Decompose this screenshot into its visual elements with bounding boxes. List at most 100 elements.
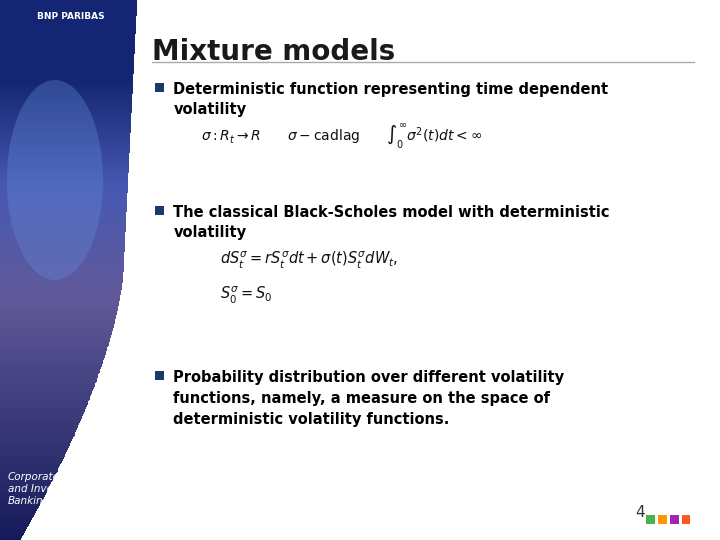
Bar <box>0 0 138 2</box>
Bar <box>0 459 63 461</box>
Bar <box>0 110 132 112</box>
Text: Mixture models: Mixture models <box>152 38 395 66</box>
Bar <box>0 162 129 164</box>
Bar <box>0 383 95 385</box>
Bar <box>0 484 50 486</box>
Bar <box>0 81 133 83</box>
Bar <box>0 272 123 274</box>
Bar <box>0 27 136 29</box>
Bar <box>0 423 79 425</box>
Bar <box>0 414 83 416</box>
Bar <box>0 488 48 490</box>
Bar <box>0 31 135 32</box>
Bar <box>0 16 136 18</box>
Bar <box>0 248 125 250</box>
Bar <box>0 290 122 292</box>
Bar <box>0 474 55 475</box>
Bar <box>0 137 130 139</box>
Text: BNP PARIBAS: BNP PARIBAS <box>37 12 105 21</box>
Bar <box>0 452 66 454</box>
Bar <box>0 468 58 470</box>
Bar <box>0 216 126 218</box>
Bar <box>0 382 96 383</box>
Bar <box>0 198 127 200</box>
Bar <box>0 319 115 320</box>
Bar <box>0 279 123 281</box>
Bar <box>0 312 117 313</box>
Bar <box>0 434 74 436</box>
Bar <box>0 268 124 270</box>
Bar <box>0 227 126 228</box>
Bar <box>0 448 68 450</box>
Bar <box>0 135 130 137</box>
Text: $\sigma : R_t \rightarrow R \qquad \sigma-\mathrm{cadlag} \qquad \int_0^{\infty}: $\sigma : R_t \rightarrow R \qquad \sigm… <box>201 122 482 151</box>
Bar <box>0 491 47 493</box>
Bar <box>0 92 132 93</box>
Bar <box>0 277 123 279</box>
Bar <box>0 288 122 290</box>
Bar <box>0 353 106 355</box>
Bar <box>0 177 128 178</box>
Bar <box>0 252 125 254</box>
Bar <box>0 385 94 387</box>
Bar <box>0 461 62 463</box>
Bar <box>0 38 135 39</box>
Bar <box>0 45 135 47</box>
Ellipse shape <box>7 80 103 280</box>
Bar <box>682 515 690 524</box>
Bar <box>0 207 127 209</box>
Bar <box>0 498 43 501</box>
Bar <box>0 169 129 171</box>
Bar <box>0 331 112 333</box>
Bar <box>0 151 130 153</box>
Bar <box>0 412 84 414</box>
Bar <box>0 421 80 423</box>
Bar <box>0 479 53 481</box>
Bar <box>0 182 128 184</box>
Bar <box>0 309 117 312</box>
Bar <box>0 146 130 147</box>
Bar <box>0 88 132 90</box>
Bar <box>0 66 134 69</box>
Bar <box>0 43 135 45</box>
Bar <box>0 533 24 535</box>
Bar <box>0 140 130 142</box>
Bar <box>0 409 85 410</box>
Bar <box>0 515 34 517</box>
Bar <box>0 425 78 427</box>
Bar <box>0 275 123 277</box>
Bar <box>0 70 134 72</box>
Bar <box>0 225 126 227</box>
Bar <box>0 306 118 308</box>
Bar <box>0 373 99 374</box>
Bar <box>0 173 128 174</box>
Bar <box>0 23 136 25</box>
Bar <box>0 506 39 508</box>
Bar <box>0 524 30 525</box>
Bar <box>0 389 93 390</box>
Bar <box>0 313 117 315</box>
Bar <box>0 99 132 101</box>
Bar <box>0 54 135 56</box>
Bar <box>0 454 66 455</box>
Bar <box>0 339 110 340</box>
Bar <box>0 511 36 513</box>
Bar <box>0 349 107 351</box>
Bar <box>0 270 124 272</box>
Bar <box>0 103 132 104</box>
Bar <box>0 444 70 447</box>
Bar <box>0 504 40 506</box>
Bar <box>0 378 97 380</box>
Bar <box>0 228 125 231</box>
Bar <box>0 9 137 11</box>
Bar <box>0 139 130 140</box>
Bar <box>0 536 22 538</box>
Text: Probability distribution over different volatility
functions, namely, a measure : Probability distribution over different … <box>174 370 564 427</box>
Bar <box>0 180 128 182</box>
Bar <box>155 206 163 214</box>
Text: The classical Black-Scholes model with deterministic
volatility: The classical Black-Scholes model with d… <box>174 205 610 240</box>
Bar <box>0 211 127 212</box>
Bar <box>0 292 121 293</box>
Bar <box>0 250 125 252</box>
Bar <box>0 493 45 495</box>
